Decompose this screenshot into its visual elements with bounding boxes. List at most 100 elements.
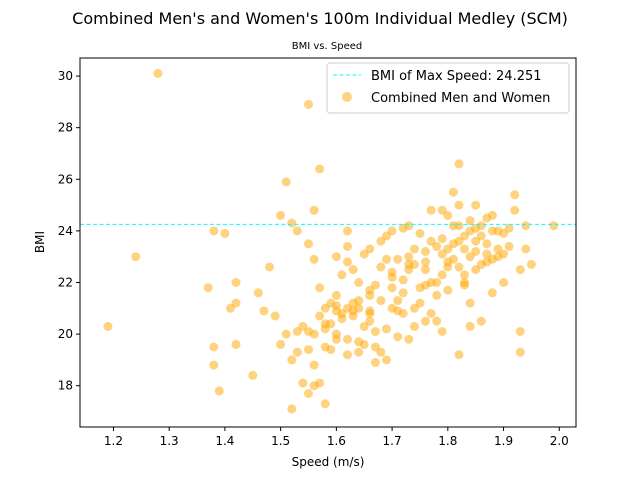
- data-point: [315, 311, 325, 321]
- data-point: [487, 210, 497, 220]
- data-point: [382, 324, 391, 334]
- data-point: [292, 226, 302, 236]
- data-point: [331, 334, 341, 344]
- data-point: [209, 226, 219, 236]
- data-point: [421, 280, 430, 290]
- data-point: [515, 327, 525, 336]
- data-point: [398, 223, 408, 233]
- y-tick-label: 28: [58, 121, 73, 135]
- data-point: [287, 218, 297, 228]
- data-point: [432, 290, 442, 300]
- data-point: [281, 329, 291, 339]
- data-point: [460, 270, 469, 280]
- data-point: [304, 389, 313, 398]
- data-point: [231, 339, 241, 349]
- data-point: [248, 370, 258, 380]
- data-point: [309, 254, 319, 264]
- data-point: [387, 303, 397, 313]
- data-point: [504, 241, 514, 251]
- x-tick-label: 1.3: [160, 434, 179, 448]
- x-tick-label: 1.8: [438, 434, 457, 448]
- data-point: [393, 296, 403, 306]
- data-point: [253, 288, 263, 298]
- x-tick-label: 2.0: [550, 434, 569, 448]
- data-point: [499, 229, 509, 238]
- x-tick-label: 1.7: [383, 434, 402, 448]
- data-point: [315, 283, 325, 293]
- data-point: [465, 216, 475, 226]
- data-point: [304, 345, 313, 355]
- data-point: [343, 241, 352, 251]
- data-point: [265, 262, 274, 272]
- legend-point-swatch: [342, 92, 352, 102]
- data-point: [454, 221, 464, 231]
- data-point: [382, 231, 391, 241]
- legend-label-series: Combined Men and Women: [371, 91, 550, 106]
- y-tick-label: 30: [58, 69, 73, 83]
- data-point: [343, 350, 352, 360]
- data-point: [454, 159, 464, 169]
- data-point: [331, 290, 341, 300]
- data-point: [460, 244, 469, 254]
- data-point: [521, 221, 531, 231]
- data-point: [471, 265, 481, 275]
- y-tick-label: 26: [58, 172, 73, 186]
- data-point: [454, 350, 464, 360]
- plot-frame: [79, 57, 577, 428]
- x-tick-label: 1.5: [271, 434, 290, 448]
- data-point: [510, 205, 520, 215]
- data-point: [482, 257, 492, 267]
- data-point: [320, 342, 330, 352]
- data-point: [454, 236, 464, 246]
- data-point: [281, 177, 291, 187]
- data-point: [409, 244, 419, 254]
- data-point: [409, 321, 419, 331]
- data-point: [354, 278, 364, 287]
- data-point: [203, 283, 213, 293]
- data-point: [471, 223, 481, 233]
- data-point: [343, 226, 352, 236]
- data-point: [343, 334, 352, 344]
- data-point: [304, 99, 313, 109]
- data-point: [382, 355, 391, 365]
- data-point: [482, 239, 492, 249]
- data-point: [315, 164, 325, 174]
- data-point: [443, 244, 453, 254]
- x-tick-label: 1.2: [104, 434, 123, 448]
- data-point: [393, 254, 403, 264]
- x-axis-label: Speed (m/s): [292, 455, 365, 469]
- legend-box: [326, 62, 570, 114]
- data-point: [337, 270, 347, 280]
- data-point: [521, 244, 531, 254]
- data-point: [432, 241, 442, 251]
- data-point: [376, 347, 386, 357]
- y-tick-label: 24: [58, 224, 73, 238]
- x-tick-label: 1.4: [215, 434, 234, 448]
- data-point: [526, 259, 536, 269]
- data-point: [499, 278, 509, 287]
- data-point: [292, 347, 302, 357]
- data-point: [398, 275, 408, 285]
- data-point: [131, 252, 141, 262]
- data-point: [421, 316, 430, 326]
- data-point: [209, 360, 219, 370]
- data-point: [421, 265, 430, 275]
- data-point: [515, 347, 525, 357]
- data-point: [493, 252, 503, 262]
- data-point: [471, 236, 481, 246]
- data-point: [515, 265, 525, 275]
- y-tick-label: 20: [58, 327, 73, 341]
- data-point: [398, 288, 408, 298]
- data-point: [482, 249, 492, 259]
- x-tick-label: 1.6: [327, 434, 346, 448]
- data-point: [354, 347, 364, 357]
- data-point: [415, 298, 425, 308]
- data-point: [209, 342, 219, 352]
- data-points: [103, 69, 559, 414]
- data-point: [365, 285, 375, 295]
- data-point: [437, 205, 447, 215]
- data-point: [365, 316, 375, 326]
- data-point: [465, 321, 475, 331]
- data-point: [471, 200, 481, 210]
- data-point: [348, 265, 358, 275]
